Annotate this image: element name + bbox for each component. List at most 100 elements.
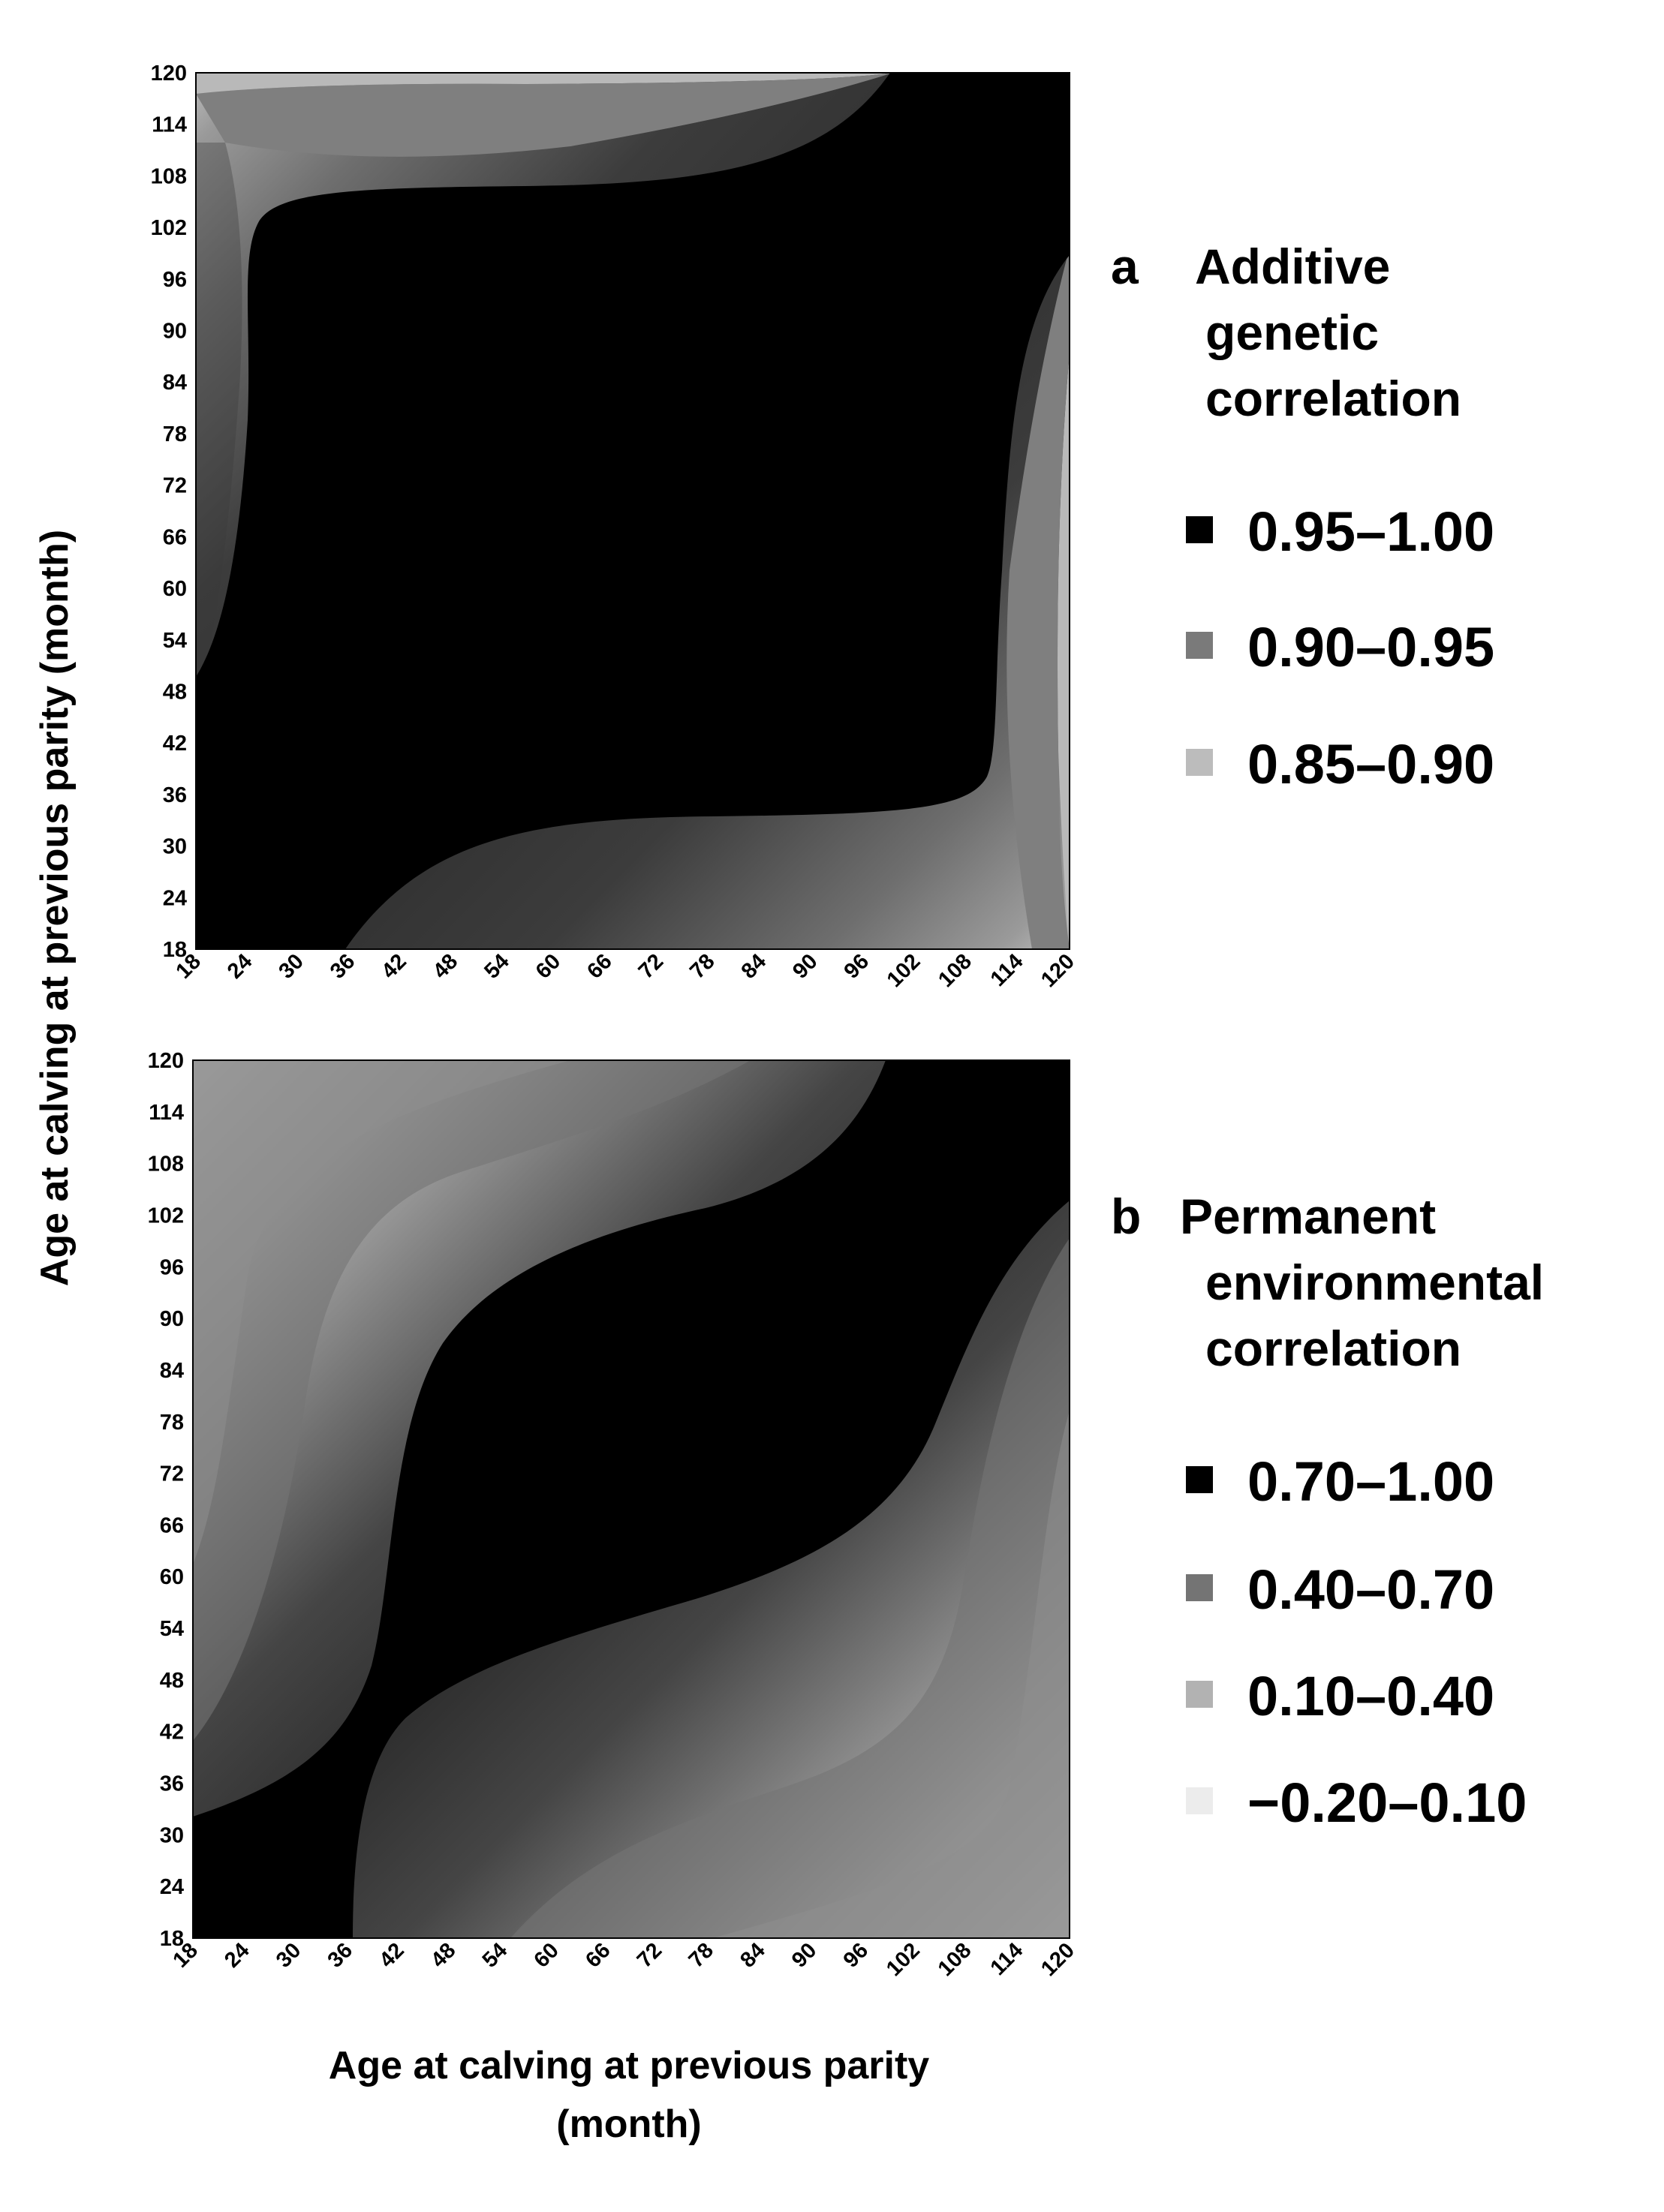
panel-b-y-ticks: 18 24 30 36 42 48 54 60 66 72 78 84 90 96 102 108 114 120	[148, 1049, 184, 1951]
panel-a-x-tick-label: 66	[582, 949, 616, 983]
legend-a-label-2: 0.85–0.90	[1247, 733, 1494, 795]
legend-b-title-line-2: environmental	[1205, 1255, 1544, 1310]
panel-a-region-085-090-right	[1058, 353, 1070, 949]
panel-b-y-tick-label: 102	[148, 1204, 184, 1228]
panel-a-x-tick-label: 120	[1037, 949, 1079, 992]
panel-a-y-tick-label: 78	[163, 422, 187, 446]
panel-b-x-tick-label: 42	[375, 1938, 408, 1972]
panel-b-y-tick-label: 30	[160, 1823, 184, 1847]
panel-b: 1824303642485460667278849096102108114120…	[148, 1049, 1079, 1981]
legend-b-panel-letter: b	[1111, 1189, 1141, 1244]
legend-b-label-3: −0.20–0.10	[1247, 1772, 1527, 1834]
panel-a-x-tick-label: 114	[986, 949, 1028, 991]
legend-a-title-line-2: genetic	[1205, 305, 1379, 360]
panel-b-region-040-070-lower	[510, 1238, 1070, 1938]
panel-a-y-tick-label: 72	[163, 474, 187, 498]
panel-b-y-tick-label: 18	[160, 1927, 184, 1951]
panel-a-x-tick-label: 60	[531, 949, 565, 983]
panel-b-x-tick-label: 24	[220, 1938, 254, 1972]
panel-b-y-tick-label: 78	[160, 1411, 184, 1435]
panel-a-y-tick-label: 102	[151, 216, 187, 240]
panel-b-y-tick-label: 48	[160, 1669, 184, 1693]
panel-b-x-tick-label: 72	[633, 1938, 667, 1972]
legend-b-title-line-3: correlation	[1205, 1321, 1461, 1376]
panel-b-y-tick-label: 66	[160, 1513, 184, 1537]
panel-a-frame	[195, 72, 1070, 950]
panel-b-x-tick-label: 78	[685, 1938, 718, 1972]
panel-a-y-tick-label: 60	[163, 577, 187, 601]
panel-a-y-tick-label: 84	[163, 371, 187, 395]
panel-a-x-tick-label: 90	[788, 949, 822, 983]
panel-a-y-tick-label: 18	[163, 938, 187, 962]
panel-b-y-tick-label: 84	[160, 1359, 184, 1383]
panel-a-y-tick-label: 36	[163, 783, 187, 807]
panel-b-x-tick-label: 66	[581, 1938, 615, 1972]
panel-a-y-tick-label: 96	[163, 268, 187, 292]
panel-b-y-tick-label: 96	[160, 1255, 184, 1279]
panel-a-x-tick-label: 24	[223, 949, 257, 983]
panel-a-x-tick-label: 102	[883, 949, 925, 992]
panel-b-frame	[192, 1059, 1070, 1939]
panel-b-y-tick-label: 108	[148, 1153, 184, 1177]
legend-a-panel-letter: a	[1111, 239, 1139, 294]
panel-a-y-tick-label: 90	[163, 320, 187, 344]
panel-b-region-070-100-core	[193, 1060, 1070, 1938]
panel-a-y-ticks: 18 24 30 36 42 48 54 60 66 72 78 84 90 96 102 108 114 120	[151, 62, 187, 962]
panel-a-x-tick-label: 36	[326, 949, 360, 983]
panel-b-x-tick-label: 96	[839, 1938, 873, 1972]
panel-a-x-tick-label: 78	[685, 949, 719, 983]
panel-b-x-tick-label: 120	[1037, 1938, 1079, 1981]
y-axis-title: Age at calving at previous parity (month…	[33, 530, 77, 1286]
panel-b-x-tick-label: 84	[736, 1938, 769, 1972]
panel-a-region-090-095-right	[1007, 248, 1070, 949]
legend-a-label-1: 0.90–0.95	[1247, 616, 1494, 678]
panel-a-x-tick-label: 72	[634, 949, 668, 983]
legend-b-swatch-2	[1186, 1681, 1213, 1708]
legend-b: b Permanent environmental correlation 0.…	[1111, 1189, 1544, 1834]
panel-b-x-tick-label: 54	[478, 1938, 512, 1972]
panel-b-y-tick-label: 114	[149, 1101, 184, 1125]
panel-b-x-tick-label: 48	[426, 1938, 460, 1972]
panel-b-x-tick-label: 90	[787, 1938, 821, 1972]
legend-a-swatch-2	[1186, 749, 1213, 776]
x-axis-title-line2: (month)	[556, 2102, 701, 2146]
legend-b-label-1: 0.40–0.70	[1247, 1558, 1494, 1621]
panel-a-y-tick-label: 114	[152, 113, 187, 137]
panel-b-y-tick-label: 54	[160, 1617, 184, 1641]
panel-a-y-tick-label: 54	[163, 629, 187, 653]
legend-a: a Additive genetic correlation 0.95–1.00…	[1111, 239, 1494, 795]
panel-a-y-tick-label: 30	[163, 835, 187, 859]
panel-a: 1824303642485460667278849096102108114120…	[151, 62, 1079, 992]
legend-b-label-2: 0.10–0.40	[1247, 1665, 1494, 1727]
legend-b-title-line-1: Permanent	[1180, 1189, 1436, 1244]
panel-a-x-ticks: 18 24 30 36 42 48 54 60 66 72 78 84 90 96 102 108 114 120	[172, 949, 1079, 992]
panel-b-x-tick-label: 30	[272, 1938, 305, 1972]
panel-b-y-tick-label: 42	[160, 1721, 184, 1745]
panel-b-y-tick-label: 36	[160, 1772, 184, 1796]
legend-a-swatch-0	[1186, 516, 1213, 543]
panel-a-y-tick-label: 24	[163, 886, 187, 910]
legend-b-swatch-1	[1186, 1574, 1213, 1601]
panel-a-y-tick-label: 48	[163, 680, 187, 704]
legend-a-title-line-3: correlation	[1205, 371, 1461, 426]
legend-b-label-0: 0.70–1.00	[1247, 1450, 1494, 1513]
panel-a-x-tick-label: 84	[737, 949, 771, 983]
panel-a-region-dark-ring	[196, 143, 242, 713]
panel-a-x-tick-label: 54	[480, 949, 513, 983]
panel-b-y-tick-label: 120	[148, 1049, 184, 1073]
panel-a-y-tick-label: 108	[151, 164, 187, 188]
panel-b-x-tick-label: 114	[986, 1938, 1028, 1980]
panel-a-region-095-100-core	[196, 73, 1070, 949]
panel-b-x-tick-label: 36	[323, 1938, 357, 1972]
x-axis-title-line1: Age at calving at previous parity	[329, 2044, 930, 2087]
panel-a-x-tick-label: 42	[377, 949, 411, 983]
panel-a-y-tick-label: 120	[151, 62, 187, 86]
panel-b-x-tick-label: 102	[882, 1938, 925, 1981]
panel-a-x-tick-label: 108	[934, 949, 976, 992]
panel-a-x-tick-label: 48	[429, 949, 462, 983]
legend-b-swatch-0	[1186, 1466, 1213, 1493]
panel-a-region-090-095-topleft	[196, 73, 893, 157]
panel-a-y-tick-label: 42	[163, 732, 187, 756]
panel-b-y-tick-label: 72	[160, 1462, 184, 1486]
